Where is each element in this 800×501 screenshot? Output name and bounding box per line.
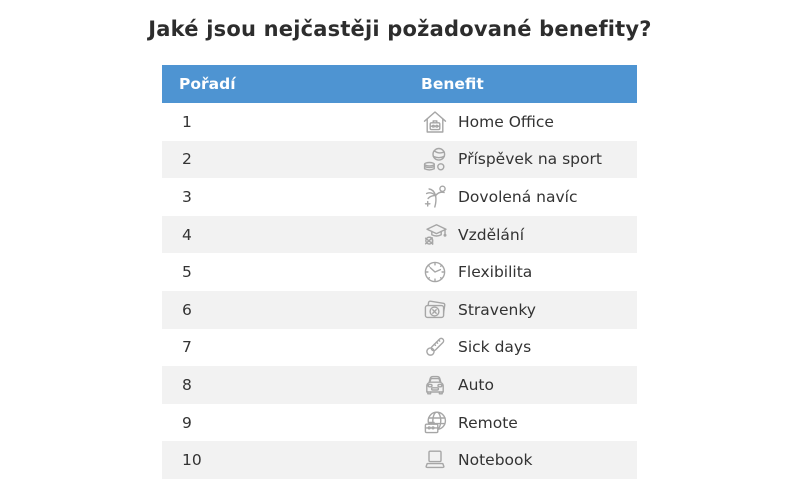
benefit-label: Dovolená navíc (458, 187, 578, 206)
benefit-cell: Stravenky (421, 296, 637, 324)
page-title: Jaké jsou nejčastěji požadované benefity… (148, 17, 652, 41)
clock-icon (421, 258, 449, 286)
rank-cell: 3 (182, 187, 192, 206)
notebook-icon (421, 446, 449, 474)
table-row: 7 Sick days (162, 328, 637, 367)
rank-cell: 1 (182, 112, 192, 131)
rank-cell: 6 (182, 300, 192, 319)
column-header-rank: Pořadí (179, 75, 236, 93)
benefit-cell: Sick days (421, 333, 637, 361)
table-row: 2 Příspěvek na sport (162, 140, 637, 179)
benefit-cell: Flexibilita (421, 258, 637, 286)
rank-cell: 5 (182, 263, 192, 282)
sport-contribution-icon (421, 145, 449, 173)
home-office-icon (421, 108, 449, 136)
table-body: 1 Home Office 2 Příspěvek na sport 3 Dov… (162, 103, 637, 479)
benefit-label: Flexibilita (458, 263, 533, 282)
table-header-row: Pořadí Benefit (162, 65, 637, 103)
table-row: 9 Remote (162, 403, 637, 442)
table-row: 10 Notebook (162, 441, 637, 479)
table-row: 1 Home Office (162, 103, 637, 141)
benefit-cell: Dovolená navíc (421, 183, 637, 211)
extra-vacation-icon (421, 183, 449, 211)
rank-cell: 10 (182, 451, 202, 470)
benefit-cell: Home Office (421, 108, 637, 136)
remote-globe-icon (421, 409, 449, 437)
education-icon (421, 221, 449, 249)
benefit-cell: Remote (421, 409, 637, 437)
meal-voucher-icon (421, 296, 449, 324)
benefit-label: Remote (458, 413, 518, 432)
benefit-label: Vzdělání (458, 225, 525, 244)
benefit-label: Stravenky (458, 300, 536, 319)
table-row: 4 Vzdělání (162, 215, 637, 254)
benefit-label: Notebook (458, 451, 533, 470)
table-row: 5 Flexibilita (162, 253, 637, 291)
car-icon (421, 371, 449, 399)
table-row: 8 Auto (162, 366, 637, 404)
benefits-table: Pořadí Benefit 1 Home Office 2 Příspěvek… (162, 65, 637, 479)
rank-cell: 2 (182, 150, 192, 169)
benefit-label: Home Office (458, 112, 554, 131)
benefit-cell: Vzdělání (421, 221, 637, 249)
table-row: 3 Dovolená navíc (162, 178, 637, 216)
rank-cell: 8 (182, 375, 192, 394)
table-row: 6 Stravenky (162, 290, 637, 329)
benefit-label: Auto (458, 375, 494, 394)
benefit-cell: Notebook (421, 446, 637, 474)
column-header-benefit: Benefit (421, 75, 484, 93)
benefit-cell: Příspěvek na sport (421, 145, 637, 173)
benefit-label: Příspěvek na sport (458, 150, 602, 169)
benefit-label: Sick days (458, 338, 532, 357)
thermometer-icon (421, 333, 449, 361)
rank-cell: 7 (182, 338, 192, 357)
benefit-cell: Auto (421, 371, 637, 399)
rank-cell: 9 (182, 413, 192, 432)
rank-cell: 4 (182, 225, 192, 244)
